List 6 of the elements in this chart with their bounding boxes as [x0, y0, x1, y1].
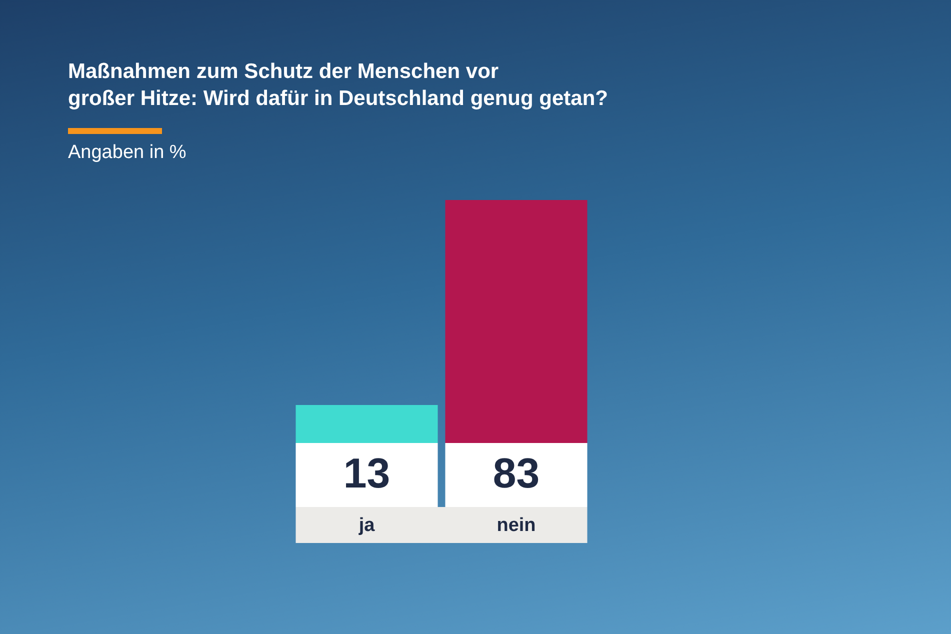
chart-title: Maßnahmen zum Schutz der Menschen vor großer Hitze: Wird dafür in Deutschland genug getan? [68, 59, 608, 112]
x-tick-label: nein [496, 515, 536, 536]
x-tick-label: ja [358, 515, 376, 536]
text: Angaben in % [68, 142, 186, 164]
data-label: 13 [343, 450, 390, 497]
data-label: 83 [492, 450, 540, 497]
